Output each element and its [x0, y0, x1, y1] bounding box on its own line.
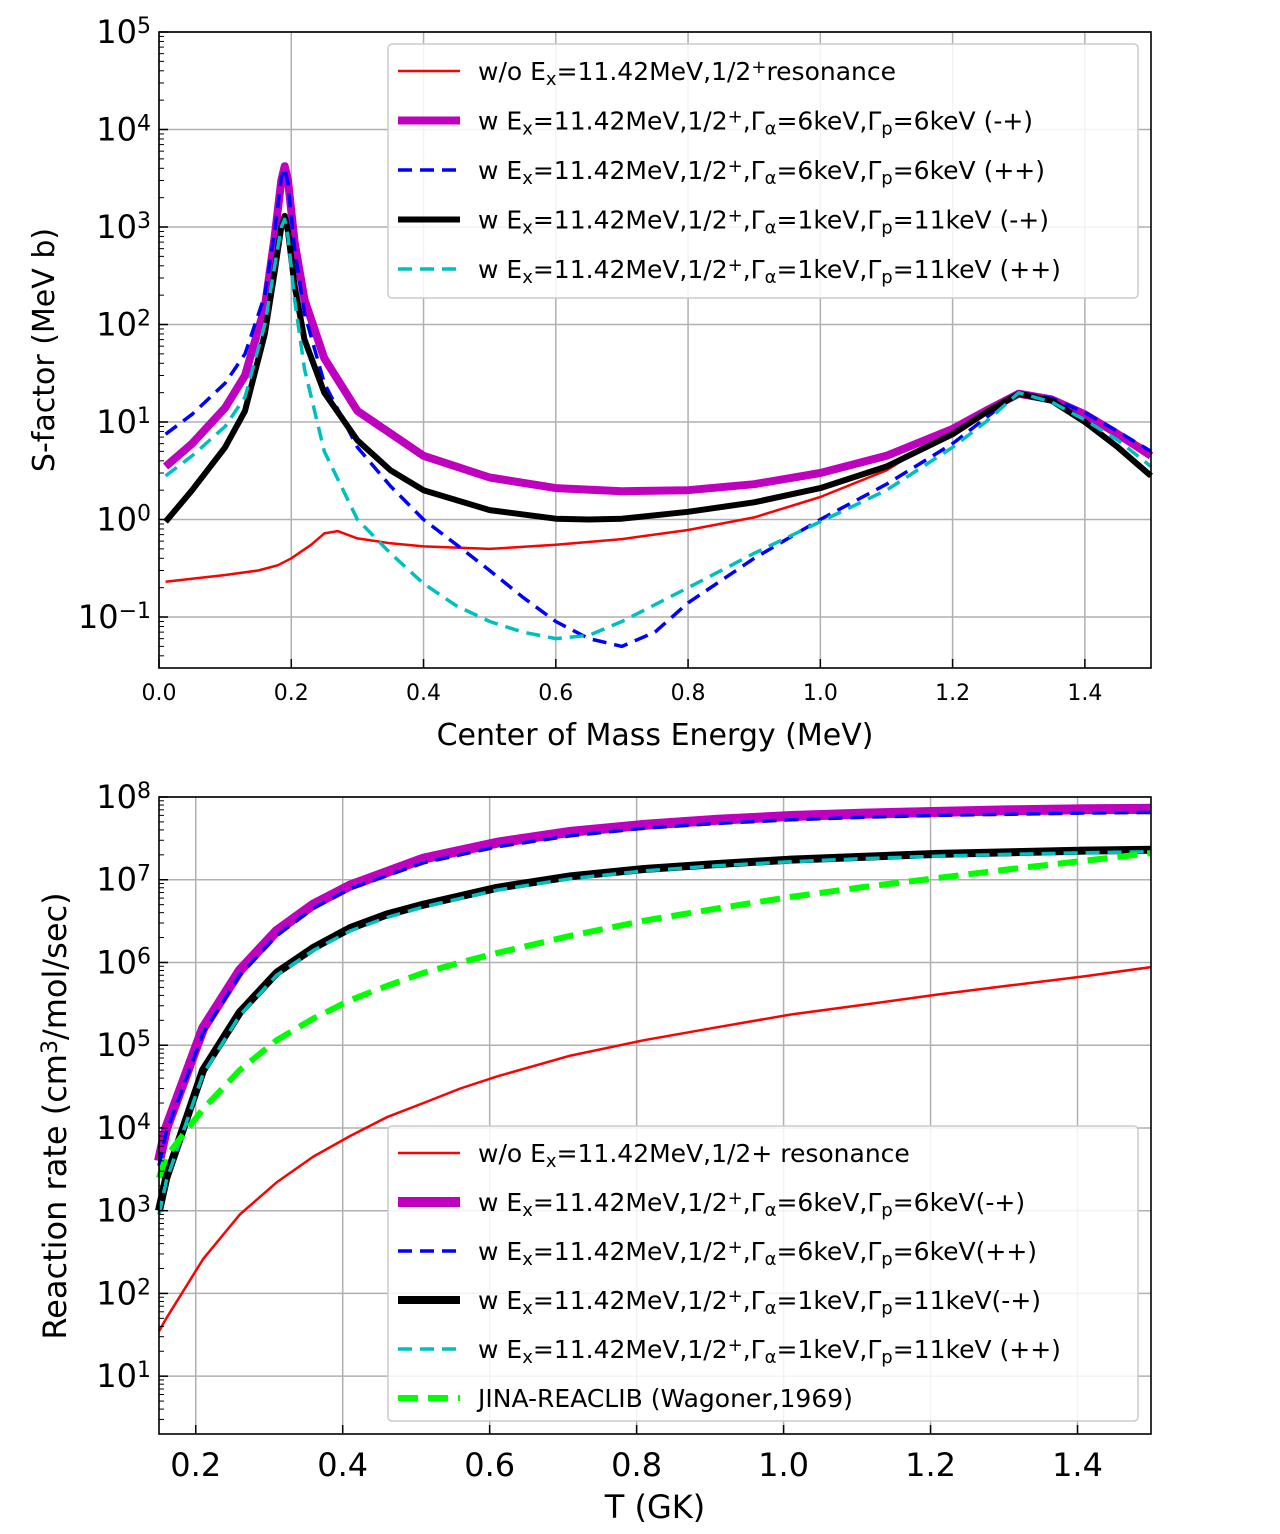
- reaction-rate-y-axis-label: Reaction rate (cm3/mol/sec): [36, 892, 74, 1339]
- y-tick-label: 102: [96, 306, 151, 344]
- legend-label-4: w Ex=11.42MeV,1/2+,Γα=1keV,Γp=11keV (++): [478, 1335, 1061, 1369]
- y-tick-label: 104: [96, 1109, 151, 1147]
- x-tick-label: 1.4: [1052, 1446, 1103, 1484]
- y-tick-label: 105: [96, 1026, 151, 1064]
- y-tick-label: 107: [96, 861, 151, 899]
- x-tick-label: 1.0: [758, 1446, 809, 1484]
- y-tick-label: 103: [96, 208, 151, 246]
- series-line-0: [157, 965, 1152, 1332]
- legend-label-2: w Ex=11.42MeV,1/2+,Γα=6keV,Γp=6keV(++): [478, 1237, 1037, 1271]
- s-factor-y-axis-label: S-factor (MeV b): [27, 228, 62, 472]
- y-tick-label: 101: [96, 403, 151, 441]
- x-tick-label: 0.6: [538, 681, 573, 706]
- reaction-rate-chart: 0.2 0.4 0.6 0.8 1.0 1.2 1.4 101 102 103 104 105 106…: [36, 778, 1152, 1526]
- y-tick-label: 104: [96, 111, 151, 149]
- reaction-rate-axes-frame: [158, 796, 1152, 1435]
- series-line-2: [157, 810, 1152, 1167]
- s-factor-y-ticks: 10−1 100 101 102 103 104 105: [78, 13, 168, 657]
- y-tick-label: 105: [96, 13, 151, 51]
- s-factor-legend: w/o Ex=11.42MeV,1/2+resonance w Ex=11.42M…: [387, 43, 1139, 299]
- x-tick-label: 0.2: [170, 1446, 221, 1484]
- x-tick-label: 1.2: [905, 1446, 956, 1484]
- reaction-rate-legend: w/o Ex=11.42MeV,1/2+ resonance w Ex=11.42…: [387, 1125, 1139, 1422]
- legend-label-5: JINA-REACLIB (Wagoner,1969): [476, 1384, 853, 1413]
- series-line-5: [156, 850, 1152, 1179]
- legend-label-4: w Ex=11.42MeV,1/2+,Γα=1keV,Γp=11keV (++): [478, 255, 1061, 289]
- y-tick-label: 101: [96, 1357, 151, 1395]
- series-line-2: [164, 166, 1152, 649]
- legend-label-2: w Ex=11.42MeV,1/2+,Γα=6keV,Γp=6keV (++): [478, 156, 1045, 190]
- s-factor-x-axis-label: Center of Mass Energy (MeV): [437, 718, 874, 753]
- reaction-rate-x-axis-label: T (GK): [604, 1488, 705, 1526]
- y-tick-label: 108: [96, 778, 151, 816]
- y-tick-label: 102: [96, 1274, 151, 1312]
- x-tick-label: 1.2: [935, 681, 970, 706]
- x-tick-label: 0.2: [274, 681, 309, 706]
- s-factor-series: [162, 162, 1154, 649]
- x-tick-label: 0.4: [317, 1446, 368, 1484]
- x-tick-label: 1.0: [803, 681, 838, 706]
- x-tick-label: 0.8: [611, 1446, 662, 1484]
- reaction-rate-y-ticks: 101 102 103 104 105 106 107 108: [96, 778, 168, 1420]
- legend-label-1: w Ex=11.42MeV,1/2+,Γα=6keV,Γp=6keV(-+): [478, 1188, 1025, 1222]
- series-line-4: [164, 217, 1153, 641]
- s-factor-x-ticks: 0.0 0.2 0.4 0.6 0.8 1.0 1.2 1.4: [142, 659, 1102, 706]
- y-tick-label: 106: [96, 943, 151, 981]
- reaction-rate-series: [154, 803, 1152, 1332]
- series-line-1: [154, 803, 1152, 1162]
- y-tick-label: 103: [96, 1192, 151, 1230]
- legend-label-0: w/o Ex=11.42MeV,1/2+resonance: [478, 57, 896, 91]
- legend-box: [387, 1125, 1139, 1422]
- y-tick-label: 100: [96, 501, 151, 539]
- legend-box: [387, 43, 1139, 299]
- reaction-rate-x-ticks: 0.2 0.4 0.6 0.8 1.0 1.2 1.4: [170, 1425, 1103, 1484]
- y-tick-label: 10−1: [78, 598, 151, 636]
- series-line-4: [157, 849, 1152, 1215]
- s-factor-axes-frame: [158, 31, 1152, 669]
- x-tick-label: 0.0: [142, 681, 177, 706]
- legend-label-3: w Ex=11.42MeV,1/2+,Γα=1keV,Γp=11keV (-+): [478, 205, 1049, 239]
- x-tick-label: 0.8: [671, 681, 706, 706]
- x-tick-label: 1.4: [1067, 681, 1102, 706]
- x-tick-label: 0.6: [464, 1446, 515, 1484]
- series-line-3: [155, 845, 1152, 1212]
- x-tick-label: 0.4: [406, 681, 441, 706]
- legend-label-1: w Ex=11.42MeV,1/2+,Γα=6keV,Γp=6keV (-+): [478, 106, 1033, 140]
- legend-label-0: w/o Ex=11.42MeV,1/2+ resonance: [478, 1139, 910, 1172]
- s-factor-chart: 0.0 0.2 0.4 0.6 0.8 1.0 1.2 1.4 10−110010110210…: [27, 13, 1154, 753]
- axes-frame: [158, 796, 1152, 1435]
- axes-frame: [158, 31, 1152, 669]
- legend-label-3: w Ex=11.42MeV,1/2+,Γα=1keV,Γp=11keV(-+): [478, 1286, 1041, 1320]
